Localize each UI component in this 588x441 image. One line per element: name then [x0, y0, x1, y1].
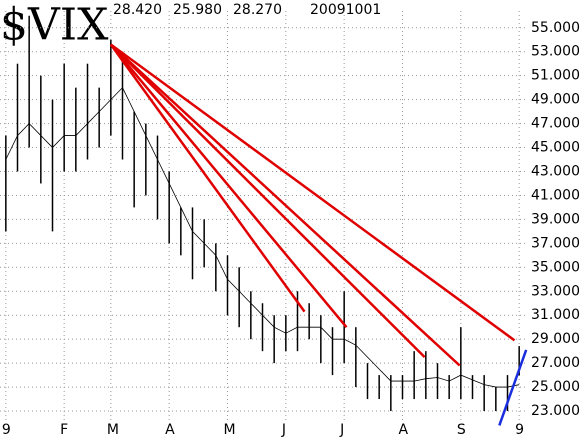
y-tick-label: 51.000 — [531, 68, 580, 84]
y-tick-label: 49.000 — [531, 92, 580, 108]
header-value: 20091001 — [310, 2, 381, 18]
trend-line — [109, 43, 306, 313]
x-tick-label: 9 — [2, 422, 11, 438]
y-tick-label: 27.000 — [531, 355, 580, 371]
y-tick-label: 43.000 — [531, 163, 580, 179]
y-tick-label: 31.000 — [531, 307, 580, 323]
x-tick-label: J — [281, 422, 286, 438]
y-tick-label: 33.000 — [531, 283, 580, 299]
trend-line — [109, 43, 348, 328]
y-tick-label: 37.000 — [531, 235, 580, 251]
x-tick-label: F — [60, 422, 68, 438]
header-value: 28.420 — [113, 2, 162, 18]
header-value: 25.980 — [173, 2, 222, 18]
moving-average — [5, 86, 520, 388]
x-tick-label: M — [107, 422, 119, 438]
y-tick-label: 29.000 — [531, 331, 580, 347]
y-tick-label: 23.000 — [531, 403, 580, 419]
header-value: 28.270 — [233, 2, 282, 18]
chart-title: $VIX — [0, 0, 109, 51]
y-tick-label: 25.000 — [531, 379, 580, 395]
y-tick-label: 47.000 — [531, 116, 580, 132]
y-tick-label: 39.000 — [531, 211, 580, 227]
x-tick-label: M — [224, 422, 236, 438]
trend-line — [110, 43, 516, 342]
trend-line — [498, 349, 528, 426]
y-tick-label: 41.000 — [531, 187, 580, 203]
x-tick-label: J — [339, 422, 344, 438]
x-tick-label: 9 — [515, 422, 524, 438]
y-tick-label: 35.000 — [531, 259, 580, 275]
x-tick-label: A — [165, 422, 175, 438]
x-tick-label: A — [399, 422, 409, 438]
trend-line — [109, 43, 461, 367]
trend-line — [109, 43, 426, 359]
y-tick-label: 53.000 — [531, 44, 580, 60]
x-tick-label: S — [457, 422, 466, 438]
y-tick-label: 55.000 — [531, 20, 580, 36]
y-tick-label: 45.000 — [531, 140, 580, 156]
